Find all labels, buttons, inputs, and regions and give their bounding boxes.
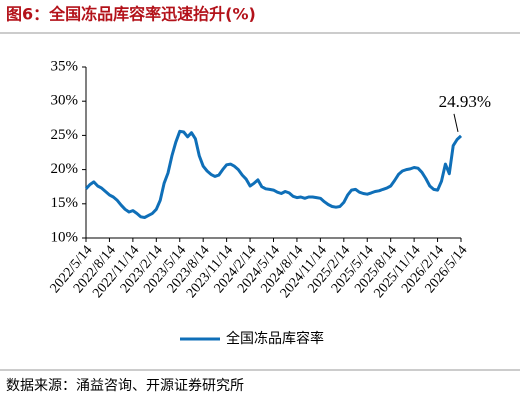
y-tick-label: 15% bbox=[51, 195, 79, 211]
chart-title: 图6：全国冻品库容率迅速抬升(%) bbox=[6, 5, 256, 24]
y-tick-label: 25% bbox=[51, 127, 79, 143]
line bbox=[84, 129, 463, 219]
data-label: 24.93% bbox=[439, 92, 491, 111]
y-tick-label: 10% bbox=[51, 229, 79, 245]
label-leader bbox=[453, 113, 459, 132]
source: 数据来源：涌益咨询、开源证券研究所 bbox=[6, 378, 244, 394]
y-tick-label: 30% bbox=[51, 93, 79, 109]
legend-label: 全国冻品库容率 bbox=[226, 330, 324, 347]
y-tick-label: 20% bbox=[51, 161, 79, 177]
y-tick-label: 35% bbox=[51, 58, 79, 74]
